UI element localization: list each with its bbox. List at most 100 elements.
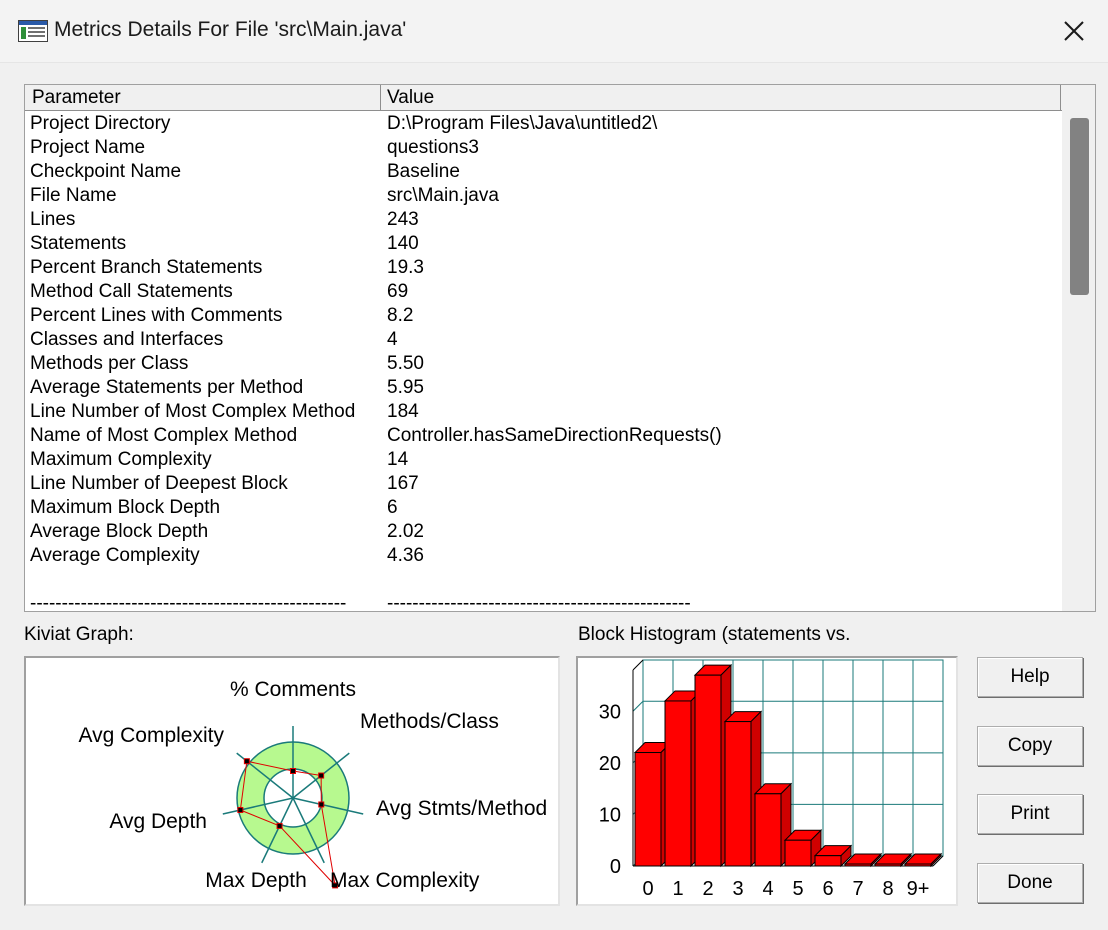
- column-header-parameter[interactable]: Parameter: [32, 87, 121, 108]
- parameter-cell: Statements: [30, 233, 127, 254]
- histogram-bar: [694, 674, 722, 867]
- table-row[interactable]: Project Directory D:\Program Files\Java\u…: [25, 113, 1062, 137]
- table-row[interactable]: Average Block Depth 2.02: [25, 521, 1062, 545]
- parameter-cell: File Name: [30, 185, 117, 206]
- table-row[interactable]: Percent Branch Statements 19.3: [25, 257, 1062, 281]
- metrics-list[interactable]: Parameter Value Project Directory D:\Prog…: [24, 84, 1096, 612]
- histogram-y-tick: 20: [599, 753, 621, 775]
- parameter-cell: Project Directory: [30, 113, 171, 134]
- column-divider[interactable]: [1060, 85, 1061, 110]
- copy-button[interactable]: Copy: [977, 726, 1083, 766]
- parameter-cell: Average Statements per Method: [30, 377, 304, 398]
- list-header: Parameter Value: [25, 85, 1062, 111]
- parameter-cell: Classes and Interfaces: [30, 329, 224, 350]
- parameter-cell: Method Call Statements: [30, 281, 233, 302]
- parameter-cell: Checkpoint Name: [30, 161, 182, 182]
- value-cell: 5.95: [387, 377, 424, 398]
- kiviat-axis-label: Max Complexity: [330, 869, 480, 892]
- block-histogram-label: Block Histogram (statements vs.: [578, 624, 851, 645]
- histogram-bar: [754, 793, 782, 867]
- kiviat-graph-label: Kiviat Graph:: [24, 624, 134, 645]
- parameter-cell: Methods per Class: [30, 353, 189, 374]
- table-row[interactable]: Project Name questions3: [25, 137, 1062, 161]
- table-row[interactable]: Lines 243: [25, 209, 1062, 233]
- value-cell: 4: [387, 329, 398, 350]
- close-icon: [1064, 21, 1084, 41]
- table-row[interactable]: Checkpoint Name Baseline: [25, 161, 1062, 185]
- value-cell: 19.3: [387, 257, 424, 278]
- value-cell: 69: [387, 281, 409, 302]
- app-window-icon: [18, 20, 48, 42]
- parameter-cell: Line Number of Deepest Block: [30, 473, 288, 494]
- histogram-x-tick: 7: [852, 878, 863, 900]
- kiviat-axis: [222, 797, 294, 815]
- value-cell: Baseline: [387, 161, 460, 182]
- parameter-cell: Average Block Depth: [30, 521, 209, 542]
- kiviat-point: [318, 772, 325, 779]
- close-button[interactable]: [1040, 0, 1108, 62]
- block-histogram-panel: 0 10 20 30 0 1 2 3 4 5 6 7 8 9+: [576, 656, 958, 906]
- table-row[interactable]: Maximum Complexity 14: [25, 449, 1062, 473]
- parameter-cell: Maximum Complexity: [30, 449, 212, 470]
- value-cell: 184: [387, 401, 419, 422]
- histogram-axis-edge: [932, 855, 944, 867]
- help-button[interactable]: Help: [977, 657, 1083, 697]
- kiviat-point: [332, 882, 339, 889]
- parameter-cell: Project Name: [30, 137, 146, 158]
- kiviat-metric-polygon: [239, 760, 336, 887]
- histogram-bar: [664, 700, 692, 867]
- value-cell: 8.2: [387, 305, 414, 326]
- kiviat-point: [290, 768, 296, 774]
- value-cell: questions3: [387, 137, 479, 158]
- table-row[interactable]: ----------------------------------------…: [25, 593, 1062, 612]
- table-row[interactable]: Percent Lines with Comments 8.2: [25, 305, 1062, 329]
- table-row[interactable]: [25, 569, 1062, 593]
- title-bar: Metrics Details For File 'src\Main.java': [0, 0, 1108, 63]
- value-cell: 2.02: [387, 521, 424, 542]
- column-divider[interactable]: [380, 85, 381, 110]
- kiviat-axis-label: Avg Stmts/Method: [376, 797, 547, 820]
- table-row[interactable]: Classes and Interfaces 4: [25, 329, 1062, 353]
- value-cell: 6: [387, 497, 398, 518]
- table-row[interactable]: Method Call Statements 69: [25, 281, 1062, 305]
- table-row[interactable]: Statements 140: [25, 233, 1062, 257]
- kiviat-point: [237, 807, 244, 814]
- parameter-cell: Lines: [30, 209, 76, 230]
- histogram-bar: [904, 863, 932, 867]
- histogram-x-tick: 8: [882, 878, 893, 900]
- table-row[interactable]: Line Number of Most Complex Method 184: [25, 401, 1062, 425]
- scrollbar-thumb[interactable]: [1070, 118, 1089, 295]
- histogram-x-tick: 4: [762, 878, 773, 900]
- table-row[interactable]: File Name src\Main.java: [25, 185, 1062, 209]
- parameter-cell: Average Complexity: [30, 545, 200, 566]
- table-row[interactable]: Maximum Block Depth 6: [25, 497, 1062, 521]
- value-cell: D:\Program Files\Java\untitled2\: [387, 113, 658, 134]
- table-row[interactable]: Line Number of Deepest Block 167: [25, 473, 1062, 497]
- kiviat-axis-label: % Comments: [230, 678, 356, 701]
- window-title: Metrics Details For File 'src\Main.java': [54, 18, 407, 41]
- value-cell: 5.50: [387, 353, 424, 374]
- parameter-cell: Percent Branch Statements: [30, 257, 263, 278]
- parameter-cell: ----------------------------------------…: [30, 593, 347, 612]
- print-button[interactable]: Print: [977, 794, 1083, 834]
- value-cell: 243: [387, 209, 419, 230]
- table-row[interactable]: Name of Most Complex Method Controller.ha…: [25, 425, 1062, 449]
- histogram-x-tick: 3: [732, 878, 743, 900]
- kiviat-graph-panel: % Comments Methods/Class Avg Stmts/Method M…: [24, 656, 560, 906]
- vertical-scrollbar[interactable]: [1062, 85, 1095, 611]
- value-cell: src\Main.java: [387, 185, 499, 206]
- histogram-bar: [724, 721, 752, 867]
- done-button[interactable]: Done: [977, 863, 1083, 903]
- kiviat-point: [318, 801, 325, 808]
- parameter-cell: Name of Most Complex Method: [30, 425, 298, 446]
- histogram-x-tick: 5: [792, 878, 803, 900]
- table-row[interactable]: Average Complexity 4.36: [25, 545, 1062, 569]
- value-cell: 167: [387, 473, 419, 494]
- table-row[interactable]: Methods per Class 5.50: [25, 353, 1062, 377]
- histogram-y-tick: 0: [610, 856, 621, 878]
- value-cell: 4.36: [387, 545, 424, 566]
- column-header-value[interactable]: Value: [387, 87, 435, 108]
- table-row[interactable]: Average Statements per Method 5.95: [25, 377, 1062, 401]
